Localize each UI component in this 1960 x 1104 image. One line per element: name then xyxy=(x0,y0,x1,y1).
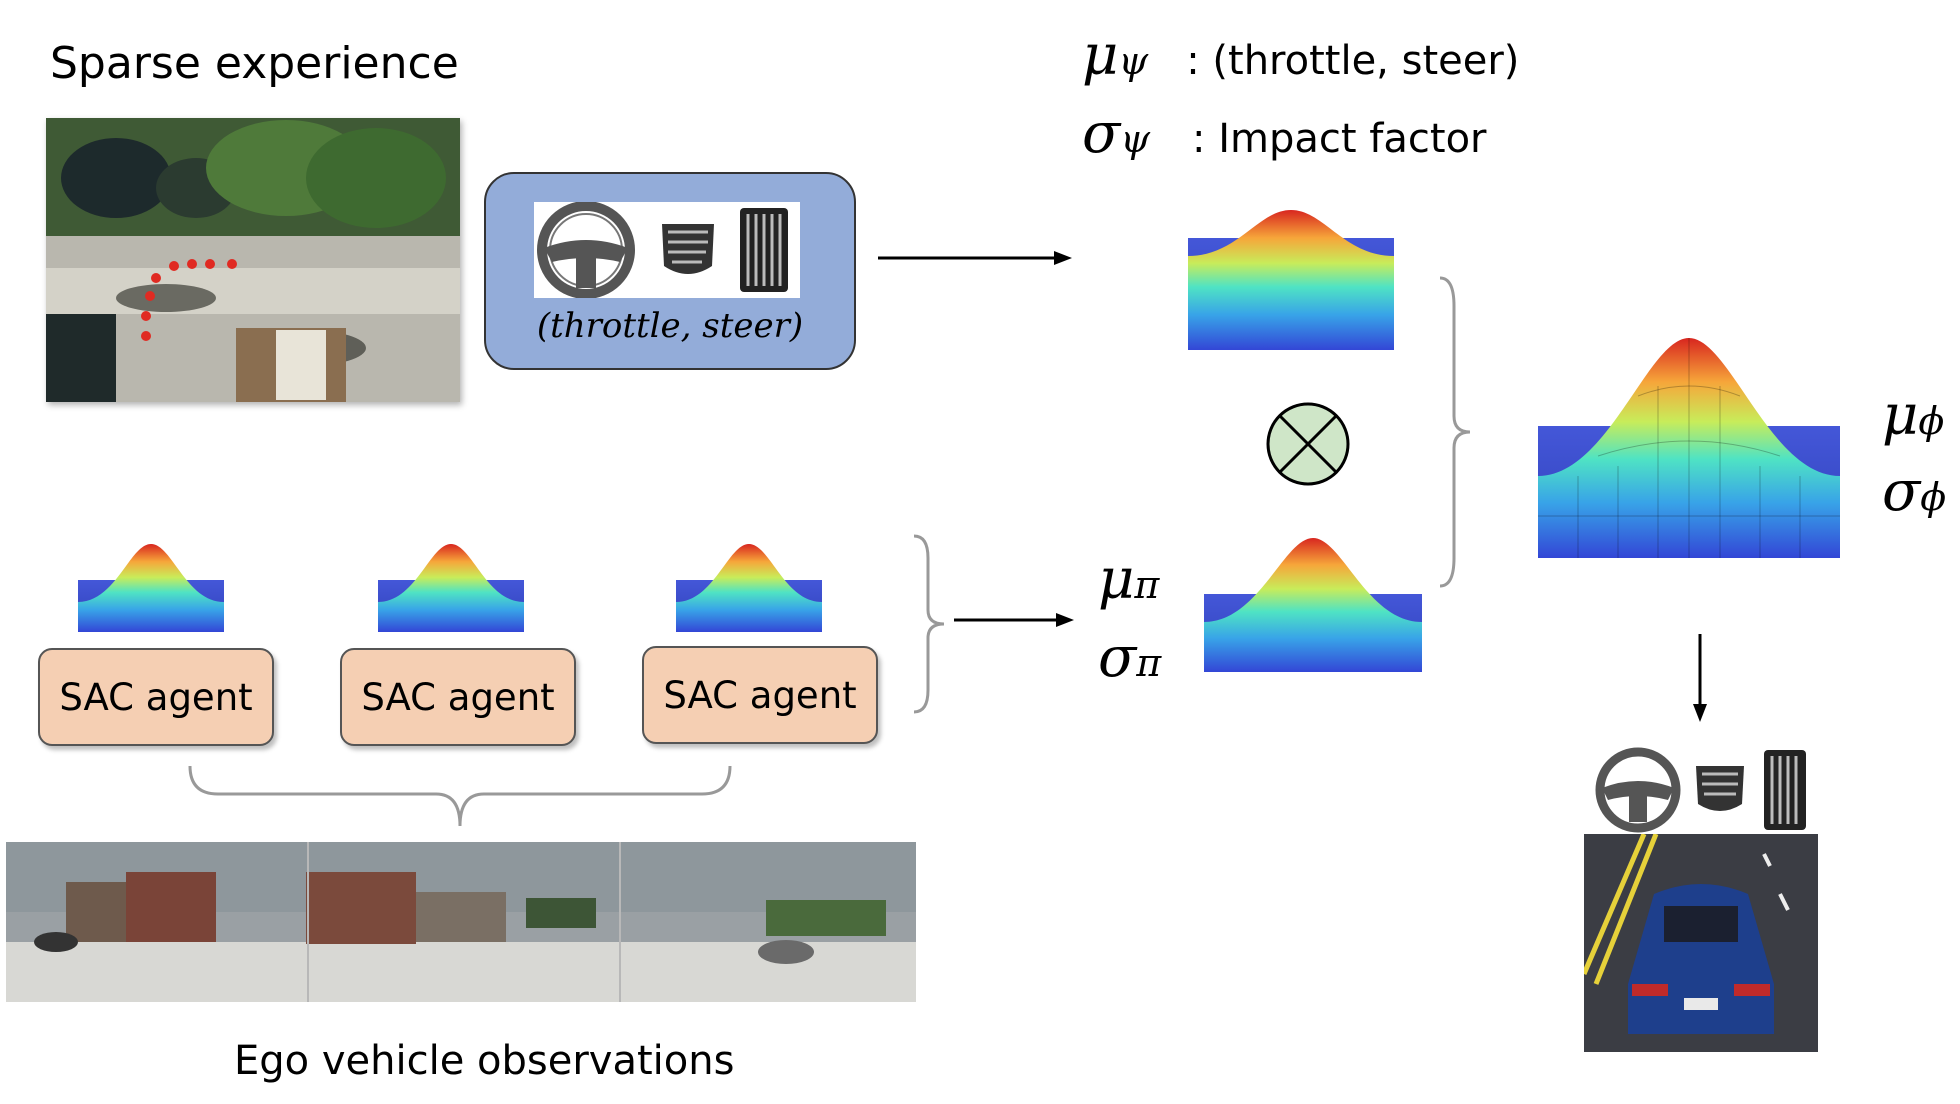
brake-pedal-icon xyxy=(662,224,714,274)
sigma-phi-subscript: ϕ xyxy=(1920,475,1947,519)
action-control-box: (throttle, steer) xyxy=(484,172,856,370)
sigma-pi-subscript: π xyxy=(1136,641,1162,685)
control-icons-panel xyxy=(534,201,800,299)
bottom-brace-observations xyxy=(188,765,732,827)
psi-distribution-surface xyxy=(1188,210,1394,350)
mu-psi-subscript: ψ xyxy=(1118,39,1149,83)
ego-vehicle-observations-strip xyxy=(6,842,916,1002)
mu-phi-symbol: μ xyxy=(1882,383,1919,448)
sac-agent-box-2: SAC agent xyxy=(340,648,576,746)
control-label: (throttle, steer) xyxy=(536,306,804,346)
mu-psi-description: : (throttle, steer) xyxy=(1186,38,1520,84)
sac-agent-box-1: SAC agent xyxy=(38,648,274,746)
right-brace-agents xyxy=(913,534,945,714)
sparse-experience-title: Sparse experience xyxy=(50,38,459,89)
mu-pi-symbol: μ xyxy=(1098,547,1135,612)
pi-distribution-surface xyxy=(1204,538,1422,672)
agent-3-distribution xyxy=(676,544,822,632)
sigma-psi-subscript: ψ xyxy=(1120,117,1151,161)
sigma-phi-symbol: σ xyxy=(1882,459,1921,524)
mu-psi-row: μ ψ : (throttle, steer) xyxy=(1082,23,1520,88)
sac-agent-box-3: SAC agent xyxy=(642,646,878,744)
steering-wheel-icon xyxy=(537,201,635,299)
arrow-phi-to-vehicle xyxy=(1693,634,1707,722)
steering-wheel-icon xyxy=(1595,747,1681,833)
agent-2-distribution xyxy=(378,544,524,632)
mu-psi-symbol: μ xyxy=(1082,23,1119,88)
output-control-icons xyxy=(1595,747,1806,833)
sigma-psi-symbol: σ xyxy=(1082,101,1121,166)
mu-pi-subscript: π xyxy=(1134,563,1160,607)
observations-caption: Ego vehicle observations xyxy=(234,1038,735,1084)
mu-phi-subscript: ϕ xyxy=(1918,399,1945,443)
throttle-pedal-icon xyxy=(1764,750,1806,830)
arrow-agents-to-pi xyxy=(954,613,1074,627)
sigma-psi-row: σ ψ : Impact factor xyxy=(1082,101,1487,166)
ego-vehicle-rear-image xyxy=(1584,834,1818,1052)
sigma-phi-row: σ ϕ xyxy=(1882,464,1946,520)
product-operator-icon xyxy=(1266,402,1350,486)
throttle-pedal-icon xyxy=(740,208,788,292)
brake-pedal-icon xyxy=(1696,766,1744,811)
agent-1-distribution xyxy=(78,544,224,632)
right-brace-combine xyxy=(1439,276,1471,588)
sparse-experience-map-image xyxy=(46,118,460,402)
sigma-pi-symbol: σ xyxy=(1098,625,1137,690)
mu-pi-row: μ π xyxy=(1098,552,1159,608)
arrow-control-to-psi xyxy=(878,251,1072,265)
sigma-psi-description: : Impact factor xyxy=(1192,116,1487,162)
sigma-pi-row: σ π xyxy=(1098,630,1161,686)
phi-distribution-surface xyxy=(1538,338,1840,558)
mu-phi-row: μ ϕ xyxy=(1882,388,1944,444)
